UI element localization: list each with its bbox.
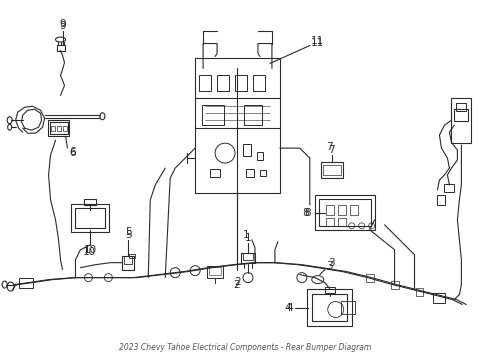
Text: 8: 8 <box>302 208 309 218</box>
Bar <box>391 280 398 289</box>
Bar <box>319 199 370 226</box>
Text: 4: 4 <box>287 302 293 312</box>
Bar <box>210 169 220 177</box>
Bar <box>454 109 468 121</box>
Bar <box>366 274 374 282</box>
Bar <box>326 218 334 226</box>
Bar <box>56 45 65 50</box>
Bar <box>19 278 33 288</box>
Bar <box>260 170 266 176</box>
Text: 10: 10 <box>84 245 97 255</box>
Bar <box>72 204 109 232</box>
Bar <box>84 199 97 205</box>
Bar <box>235 75 247 91</box>
Bar <box>312 293 347 321</box>
Bar <box>244 105 262 125</box>
Bar <box>434 293 445 302</box>
Text: 11: 11 <box>311 37 324 48</box>
Bar <box>124 256 132 264</box>
Bar <box>326 205 334 215</box>
Bar <box>341 301 355 315</box>
Bar <box>451 98 471 143</box>
Text: 8: 8 <box>304 208 311 218</box>
Bar <box>246 169 254 177</box>
Text: 1: 1 <box>243 230 249 240</box>
Bar <box>315 195 375 230</box>
Bar <box>243 144 251 156</box>
Bar <box>217 75 229 91</box>
Bar <box>122 256 134 270</box>
Bar <box>75 208 105 228</box>
Bar <box>202 105 224 125</box>
Bar <box>63 126 67 131</box>
Bar <box>438 195 445 205</box>
Bar <box>416 288 423 296</box>
Bar <box>323 165 341 175</box>
Text: 6: 6 <box>69 148 76 158</box>
Text: 3: 3 <box>326 261 333 271</box>
Text: 5: 5 <box>125 227 132 237</box>
Bar <box>350 205 358 215</box>
Text: 6: 6 <box>69 147 76 157</box>
Bar <box>241 253 255 263</box>
Bar <box>338 218 346 226</box>
Bar <box>456 103 466 111</box>
Text: 11: 11 <box>311 36 324 46</box>
Bar <box>257 152 263 160</box>
Text: 7: 7 <box>328 145 335 155</box>
Text: 2: 2 <box>234 280 240 289</box>
Bar <box>50 126 54 131</box>
Bar <box>253 75 265 91</box>
Text: 7: 7 <box>326 142 333 152</box>
Text: 2: 2 <box>235 276 242 287</box>
Text: 4: 4 <box>285 302 291 312</box>
Bar <box>199 75 211 91</box>
Bar <box>129 254 135 258</box>
Bar <box>307 289 352 327</box>
Bar <box>325 287 335 293</box>
Bar <box>321 162 343 178</box>
Bar <box>48 120 70 136</box>
Bar <box>56 126 61 131</box>
Text: 3: 3 <box>328 258 335 268</box>
Text: 5: 5 <box>125 230 132 240</box>
Bar <box>444 184 454 192</box>
Bar <box>243 253 253 260</box>
Text: 9: 9 <box>59 19 66 28</box>
Bar <box>49 122 68 134</box>
Text: 9: 9 <box>59 21 66 31</box>
Text: 2023 Chevy Tahoe Electrical Components - Rear Bumper Diagram: 2023 Chevy Tahoe Electrical Components -… <box>119 343 371 352</box>
Text: 10: 10 <box>83 247 96 257</box>
Bar <box>209 267 221 275</box>
Bar <box>207 266 223 278</box>
Text: 1: 1 <box>245 233 251 243</box>
Bar <box>338 205 346 215</box>
